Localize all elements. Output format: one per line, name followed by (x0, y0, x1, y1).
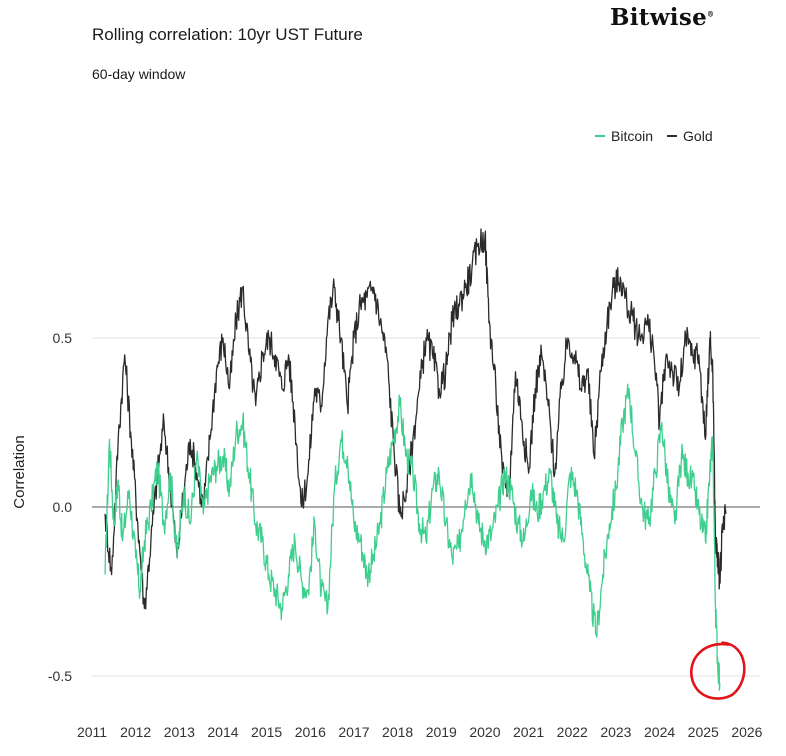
legend-label-gold: Gold (683, 128, 713, 144)
x-tick-label-10: 2021 (513, 724, 544, 740)
x-tick-label-11: 2022 (557, 724, 588, 740)
legend-swatch-bitcoin (595, 135, 605, 137)
y-tick-label-2: -0.5 (48, 668, 72, 684)
annotation-circle (690, 641, 746, 700)
x-tick-label-13: 2024 (644, 724, 675, 740)
legend-swatch-gold (667, 135, 678, 137)
x-tick-label-12: 2023 (600, 724, 631, 740)
x-tick-label-4: 2015 (251, 724, 282, 740)
x-axis-ticks: 2011 2012 2013 2014 2015 2016 2017 2018 2019 2020… (77, 724, 763, 740)
y-axis-ticks: 0.5 0.0 -0.5 (48, 330, 72, 684)
x-tick-label-8: 2019 (426, 724, 457, 740)
brand-name: Bitwise (610, 4, 708, 31)
x-tick-label-7: 2018 (382, 724, 413, 740)
legend-label-bitcoin: Bitcoin (611, 128, 654, 144)
x-tick-label-5: 2016 (295, 724, 326, 740)
annotations (690, 641, 746, 700)
x-tick-label-14: 2025 (688, 724, 719, 740)
x-tick-label-3: 2014 (207, 724, 238, 740)
x-tick-label-0: 2011 (77, 724, 107, 740)
x-tick-label-9: 2020 (469, 724, 500, 740)
y-tick-label-1: 0.0 (53, 499, 73, 515)
legend-item-gold[interactable]: Gold (667, 128, 713, 144)
chart-title: Rolling correlation: 10yr UST Future (92, 25, 363, 44)
series-line-bitcoin (104, 383, 721, 691)
series-lines (104, 228, 727, 691)
chart-legend: Bitcoin Gold (595, 128, 713, 144)
x-tick-label-6: 2017 (338, 724, 369, 740)
x-tick-label-1: 2012 (120, 724, 151, 740)
brand-logo: Bitwise® (610, 4, 714, 31)
x-tick-label-15: 2026 (731, 724, 762, 740)
legend-item-bitcoin[interactable]: Bitcoin (595, 128, 653, 144)
x-tick-label-2: 2013 (164, 724, 195, 740)
series-line-gold (104, 228, 727, 610)
y-tick-label-0: 0.5 (53, 330, 73, 346)
chart-subtitle: 60-day window (92, 66, 186, 82)
registered-mark-icon: ® (707, 9, 715, 19)
y-axis-label: Correlation (11, 435, 28, 508)
